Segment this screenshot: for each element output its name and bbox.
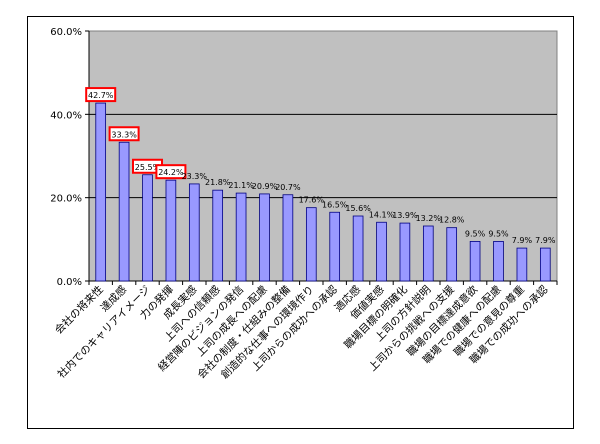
- data-label: 33.3%: [111, 130, 137, 139]
- y-tick-label: 0.0%: [57, 277, 82, 288]
- data-label: 23.3%: [182, 172, 208, 181]
- bar: [352, 215, 364, 282]
- bar: [305, 207, 317, 282]
- data-label: 17.6%: [299, 196, 325, 205]
- value-labels: 42.7% 33.3% 25.5%24.2%23.3%21.8%21.1%20.9%…: [85, 87, 556, 245]
- bar: [142, 174, 153, 282]
- bar: [493, 241, 504, 282]
- bar: [95, 102, 107, 282]
- data-label: 25.5%: [135, 163, 161, 172]
- bar: [235, 192, 247, 282]
- data-label: 21.1%: [228, 181, 254, 190]
- y-tick-label: 60.0%: [50, 27, 82, 38]
- category-label: 会社の将来性: [52, 283, 106, 337]
- data-label: 9.5%: [465, 229, 486, 238]
- highlight-box: [108, 126, 140, 142]
- data-label: 7.9%: [512, 236, 533, 245]
- highlight-box: [155, 164, 187, 180]
- bar: [446, 227, 458, 282]
- bar: [282, 194, 294, 282]
- y-tick-label: 20.0%: [50, 194, 82, 205]
- data-label: 7.9%: [535, 236, 556, 245]
- bar: [212, 189, 224, 282]
- highlight-box: [85, 87, 117, 103]
- bar: [188, 183, 200, 282]
- plot-area: [88, 30, 558, 282]
- data-label: 13.9%: [392, 211, 418, 220]
- bar: [422, 225, 434, 282]
- data-label: 21.8%: [205, 178, 231, 187]
- bar: [376, 221, 387, 282]
- bar: [118, 141, 130, 282]
- bar-chart: 0.0% 20.0% 40.0% 60.0% 42.7% 33.3% 25.5%24.2%…: [50, 27, 558, 381]
- bar: [516, 247, 528, 282]
- data-label: 14.1%: [369, 210, 395, 219]
- data-label: 13.2%: [416, 214, 442, 223]
- bar: [329, 211, 341, 282]
- bar: [165, 179, 177, 282]
- chart-frame: 0.0% 20.0% 40.0% 60.0% 42.7% 33.3% 25.5% 24.2%…: [27, 16, 574, 429]
- data-label: 15.6%: [345, 204, 371, 213]
- bar: [469, 241, 481, 282]
- data-label: 20.7%: [275, 183, 301, 192]
- data-label: 42.7%: [88, 91, 114, 100]
- bars: [95, 102, 551, 282]
- data-label: 20.9%: [252, 182, 278, 191]
- data-label: 24.2%: [158, 168, 184, 177]
- plot-background: [88, 30, 558, 282]
- bar: [399, 222, 411, 282]
- x-axis-labels: 会社の将来性達成感社内でのキャリアイメージ力の発揮成長実感上司への信頼感経営陣の…: [52, 281, 558, 381]
- bar: [259, 193, 270, 282]
- data-label: 16.5%: [322, 200, 348, 209]
- category-label: 社内でのキャリアイメージ: [55, 283, 153, 381]
- data-label: 12.8%: [439, 216, 465, 225]
- data-label: 9.5%: [488, 229, 509, 238]
- bar: [539, 247, 551, 282]
- y-tick-label: 40.0%: [50, 110, 82, 121]
